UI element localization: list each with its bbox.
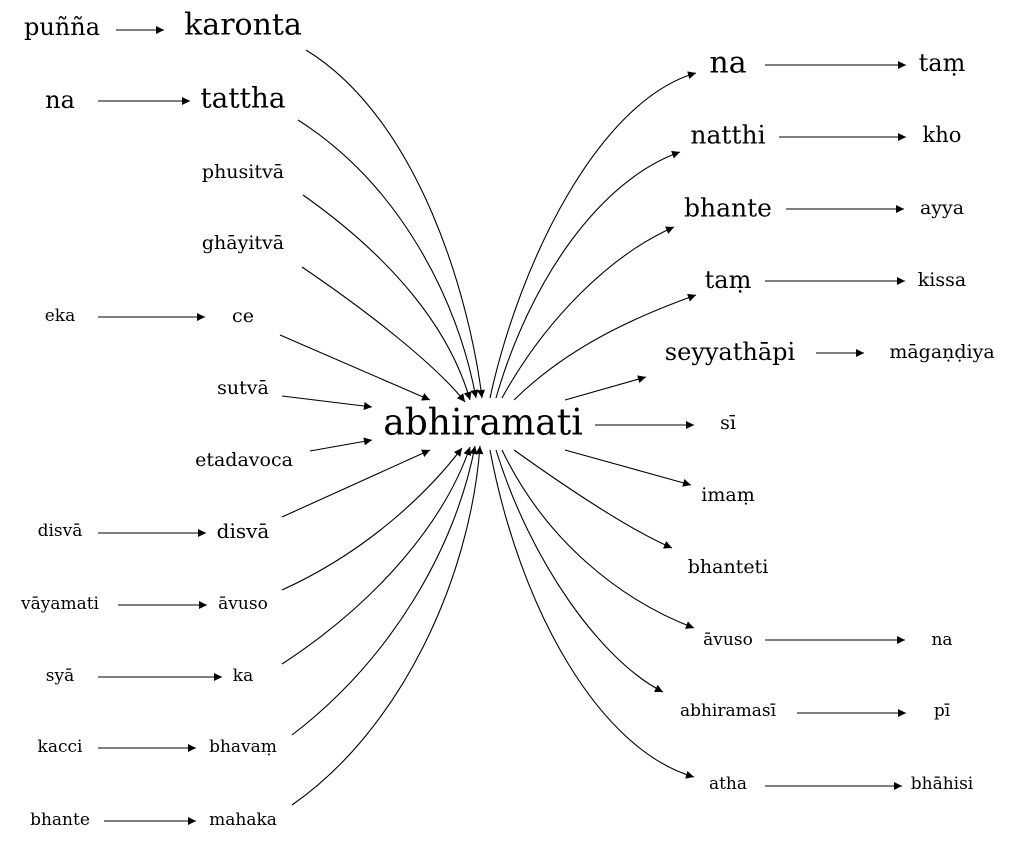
- edge-L10-to-c: [291, 445, 478, 736]
- node-label-L8a: vāyamati: [20, 594, 100, 614]
- node-label-R1b: kho: [923, 123, 962, 147]
- edge-L3-to-c: [301, 266, 466, 403]
- node-label-L8: āvuso: [218, 594, 268, 614]
- center-node-label: abhiramati: [383, 403, 582, 444]
- node-label-L7a: disvā: [38, 521, 83, 541]
- node-label-L9a: syā: [46, 666, 74, 686]
- edge-c-to-R1: [495, 150, 681, 399]
- node-label-L3: ghāyitvā: [202, 232, 284, 254]
- edge-c-to-R0: [489, 71, 697, 399]
- edge-c-to-R4: [564, 375, 647, 401]
- node-label-L10a: kacci: [38, 737, 83, 757]
- node-label-R10b: bhāhisi: [911, 774, 974, 794]
- edge-L8-to-c: [281, 447, 463, 591]
- node-label-L6: etadavoca: [195, 449, 293, 471]
- node-label-L0: karonta: [184, 8, 302, 43]
- node-label-R2b: ayya: [920, 197, 964, 219]
- edge-c-to-R8: [501, 449, 695, 629]
- edge-L11-to-c: [291, 445, 484, 806]
- node-label-R3: taṃ: [705, 266, 752, 294]
- node-label-R9b: pī: [934, 701, 951, 721]
- edge-c-to-R2: [501, 226, 675, 399]
- node-label-L5: sutvā: [217, 377, 269, 399]
- node-label-R0: na: [709, 46, 746, 81]
- node-label-R10: atha: [709, 774, 747, 794]
- edges-layer: [98, 26, 906, 825]
- node-label-R2: bhante: [684, 194, 772, 223]
- node-label-L1: tattha: [200, 82, 285, 115]
- edge-c-to-R9: [495, 449, 664, 693]
- node-label-L2: phusitvā: [202, 161, 284, 183]
- labels-layer: abhiramati puñña karonta na tattha phusitvā gh…: [20, 8, 995, 831]
- edge-c-to-R7: [513, 449, 673, 549]
- node-label-L1a: na: [45, 86, 75, 114]
- edge-c-to-R10: [489, 449, 695, 779]
- node-label-L10: bhavaṃ: [209, 737, 277, 757]
- edge-L1-to-c: [297, 119, 479, 399]
- edge-L9-to-c: [281, 446, 472, 665]
- node-label-L4: ce: [232, 305, 254, 327]
- node-label-L11a: bhante: [30, 810, 90, 830]
- node-label-L4a: eka: [45, 306, 76, 326]
- node-label-L7: disvā: [217, 519, 270, 543]
- edge-L2-to-c: [302, 194, 472, 401]
- node-label-R1: natthi: [690, 121, 765, 150]
- node-label-R8: āvuso: [703, 630, 753, 650]
- edge-L4-to-c: [279, 334, 431, 401]
- node-label-R7: bhanteti: [688, 556, 769, 578]
- node-label-R8b: na: [931, 630, 952, 650]
- node-label-R5: sī: [720, 412, 736, 434]
- node-label-R0b: taṃ: [919, 49, 966, 77]
- edge-L0-to-c: [305, 49, 485, 399]
- edge-L5-to-c: [281, 395, 373, 410]
- edge-L7-to-c: [281, 449, 431, 518]
- edge-c-to-R6: [564, 449, 692, 487]
- node-label-R4b: māgaṇḍiya: [889, 341, 994, 363]
- node-label-R9: abhiramasī: [680, 701, 777, 721]
- edge-c-to-R3: [513, 293, 697, 401]
- node-label-L0a: puñña: [24, 13, 100, 41]
- node-label-R4: seyyathāpi: [665, 338, 796, 366]
- node-label-L9: ka: [233, 666, 253, 686]
- edge-L6-to-c: [309, 437, 373, 452]
- node-label-R6: imaṃ: [701, 484, 754, 506]
- node-label-L11: mahaka: [209, 810, 277, 830]
- node-label-R3b: kissa: [918, 269, 966, 291]
